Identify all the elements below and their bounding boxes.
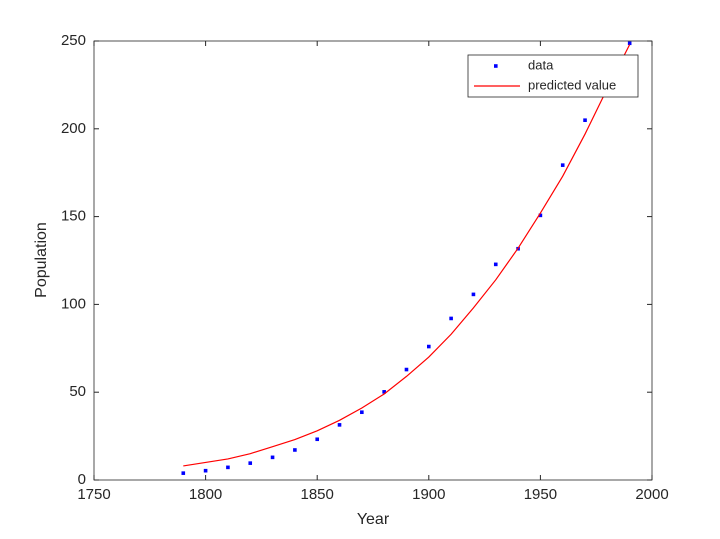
data-point <box>248 461 253 465</box>
y-tick-label: 50 <box>69 383 86 400</box>
data-point <box>538 213 543 218</box>
data-point <box>560 163 565 167</box>
legend-marker <box>494 64 498 68</box>
x-tick-label: 1850 <box>301 486 334 503</box>
legend-label: data <box>528 57 554 72</box>
x-tick-label: 2000 <box>635 486 668 503</box>
plot-area <box>93 40 653 481</box>
legend-label: predicted value <box>528 77 616 92</box>
data-point <box>449 316 453 321</box>
predicted-line <box>183 44 631 467</box>
y-axis-label: Population <box>33 222 50 298</box>
y-tick-label: 0 <box>78 471 86 488</box>
y-tick-label: 250 <box>61 32 86 49</box>
y-tick-label: 100 <box>61 295 86 312</box>
data-point <box>226 465 230 470</box>
data-point <box>293 448 297 452</box>
data-point <box>270 455 275 460</box>
legend-box <box>467 54 639 98</box>
data-point <box>493 262 498 267</box>
data-point <box>181 471 186 475</box>
data-point <box>203 468 208 473</box>
x-tick-label: 1900 <box>412 486 445 503</box>
data-point <box>382 390 386 394</box>
data-point <box>471 292 476 297</box>
data-point <box>360 410 364 415</box>
y-tick-label: 200 <box>61 120 86 137</box>
x-tick-label: 1750 <box>77 486 110 503</box>
x-axis-label: Year <box>357 511 390 528</box>
x-tick-label: 1800 <box>189 486 222 503</box>
x-tick-label: 1950 <box>524 486 557 503</box>
data-point <box>315 437 319 442</box>
data-point <box>627 41 632 46</box>
data-point <box>427 344 431 349</box>
data-point <box>404 367 409 372</box>
data-point <box>337 423 342 427</box>
data-point <box>583 118 587 122</box>
y-tick-label: 150 <box>61 208 86 225</box>
